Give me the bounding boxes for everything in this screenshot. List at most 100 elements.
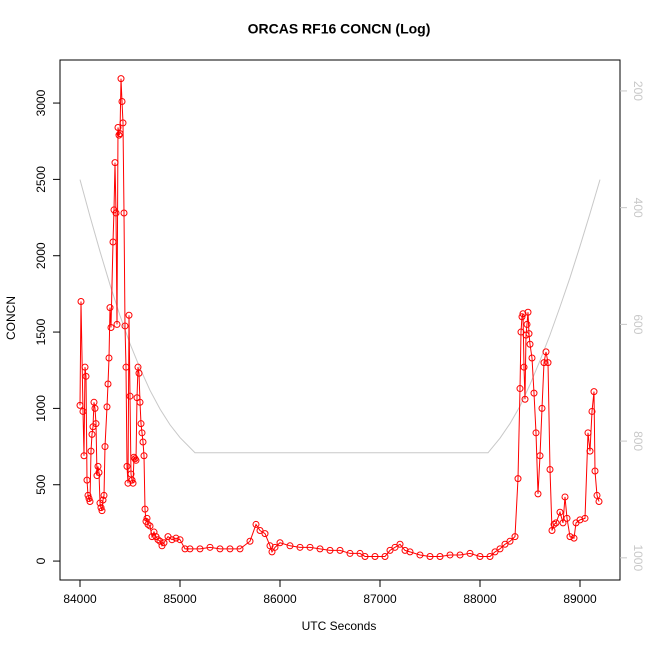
data-point xyxy=(98,507,106,515)
y-axis-label: CONCN xyxy=(4,296,18,340)
data-point xyxy=(136,398,144,406)
data-point xyxy=(131,455,139,463)
data-point xyxy=(125,311,133,319)
data-point xyxy=(116,130,124,138)
data-point xyxy=(144,520,152,528)
data-point xyxy=(396,540,404,548)
data-point xyxy=(286,542,294,550)
data-point xyxy=(172,534,180,542)
data-point xyxy=(119,119,127,127)
data-point xyxy=(206,543,214,551)
y-tick-label: 500 xyxy=(34,474,48,494)
data-point xyxy=(76,401,84,409)
data-point xyxy=(530,389,538,397)
data-point xyxy=(146,522,154,530)
data-point xyxy=(584,429,592,437)
data-point xyxy=(103,403,111,411)
y-tick-label: 3000 xyxy=(34,89,48,116)
data-point xyxy=(92,420,100,428)
y-tick-label: 1000 xyxy=(34,395,48,422)
data-point xyxy=(371,552,379,560)
data-point xyxy=(148,533,156,541)
data-point xyxy=(591,467,599,475)
data-point xyxy=(140,452,148,460)
data-point xyxy=(97,504,105,512)
series-line xyxy=(79,78,600,557)
data-point xyxy=(514,475,522,483)
y2-tick-label: 200 xyxy=(631,81,645,101)
data-point xyxy=(84,491,92,499)
data-point xyxy=(106,304,114,312)
data-point xyxy=(80,452,88,460)
data-point xyxy=(524,308,532,316)
data-point xyxy=(544,359,552,367)
data-point xyxy=(326,546,334,554)
data-point xyxy=(542,348,550,356)
data-point xyxy=(81,363,89,371)
data-point xyxy=(261,530,269,538)
x-tick-label: 89000 xyxy=(563,592,597,606)
data-point xyxy=(271,543,279,551)
data-point xyxy=(566,533,574,541)
chart-title: ORCAS RF16 CONCN (Log) xyxy=(248,21,431,37)
data-point xyxy=(87,447,95,455)
data-point xyxy=(486,552,494,560)
data-point xyxy=(252,520,260,528)
data-point xyxy=(552,519,560,527)
data-point xyxy=(563,514,571,522)
data-point xyxy=(406,548,414,556)
data-point xyxy=(401,546,409,554)
data-point xyxy=(129,479,137,487)
data-point xyxy=(316,545,324,553)
series-line xyxy=(79,179,601,454)
data-point xyxy=(109,238,117,246)
data-point xyxy=(540,359,548,367)
data-point xyxy=(559,519,567,527)
data-point xyxy=(590,388,598,396)
data-point xyxy=(114,123,122,131)
data-point xyxy=(556,508,564,516)
data-point xyxy=(356,549,364,557)
data-point xyxy=(381,552,389,560)
data-point xyxy=(137,420,145,428)
data-point xyxy=(82,372,90,380)
data-point xyxy=(138,429,146,437)
data-point xyxy=(91,404,99,412)
data-point xyxy=(266,542,274,550)
data-point xyxy=(154,536,162,544)
data-point xyxy=(176,536,184,544)
x-tick-label: 85000 xyxy=(163,592,197,606)
data-point xyxy=(100,491,108,499)
data-point xyxy=(216,545,224,553)
data-point xyxy=(99,496,107,504)
data-point xyxy=(117,75,125,83)
data-point xyxy=(525,330,533,338)
data-point xyxy=(123,462,131,470)
data-point xyxy=(156,537,164,545)
data-point xyxy=(561,493,569,501)
data-point xyxy=(538,404,546,412)
y2-tick-label: 400 xyxy=(631,198,645,218)
x-axis-label: UTC Seconds xyxy=(302,619,377,633)
data-point xyxy=(595,498,603,506)
data-point xyxy=(586,447,594,455)
data-point xyxy=(186,545,194,553)
data-point xyxy=(491,548,499,556)
data-point xyxy=(122,363,130,371)
data-point xyxy=(436,552,444,560)
data-point xyxy=(588,407,596,415)
data-point xyxy=(576,516,584,524)
data-point xyxy=(256,527,264,535)
data-point xyxy=(521,395,529,403)
y2-tick-label: 600 xyxy=(631,314,645,334)
y2-tick-label: 800 xyxy=(631,431,645,451)
data-point xyxy=(336,546,344,554)
data-point xyxy=(85,494,93,502)
data-point xyxy=(296,543,304,551)
data-point xyxy=(111,159,119,167)
data-point xyxy=(516,385,524,393)
data-point xyxy=(346,549,354,557)
data-point xyxy=(79,407,87,415)
